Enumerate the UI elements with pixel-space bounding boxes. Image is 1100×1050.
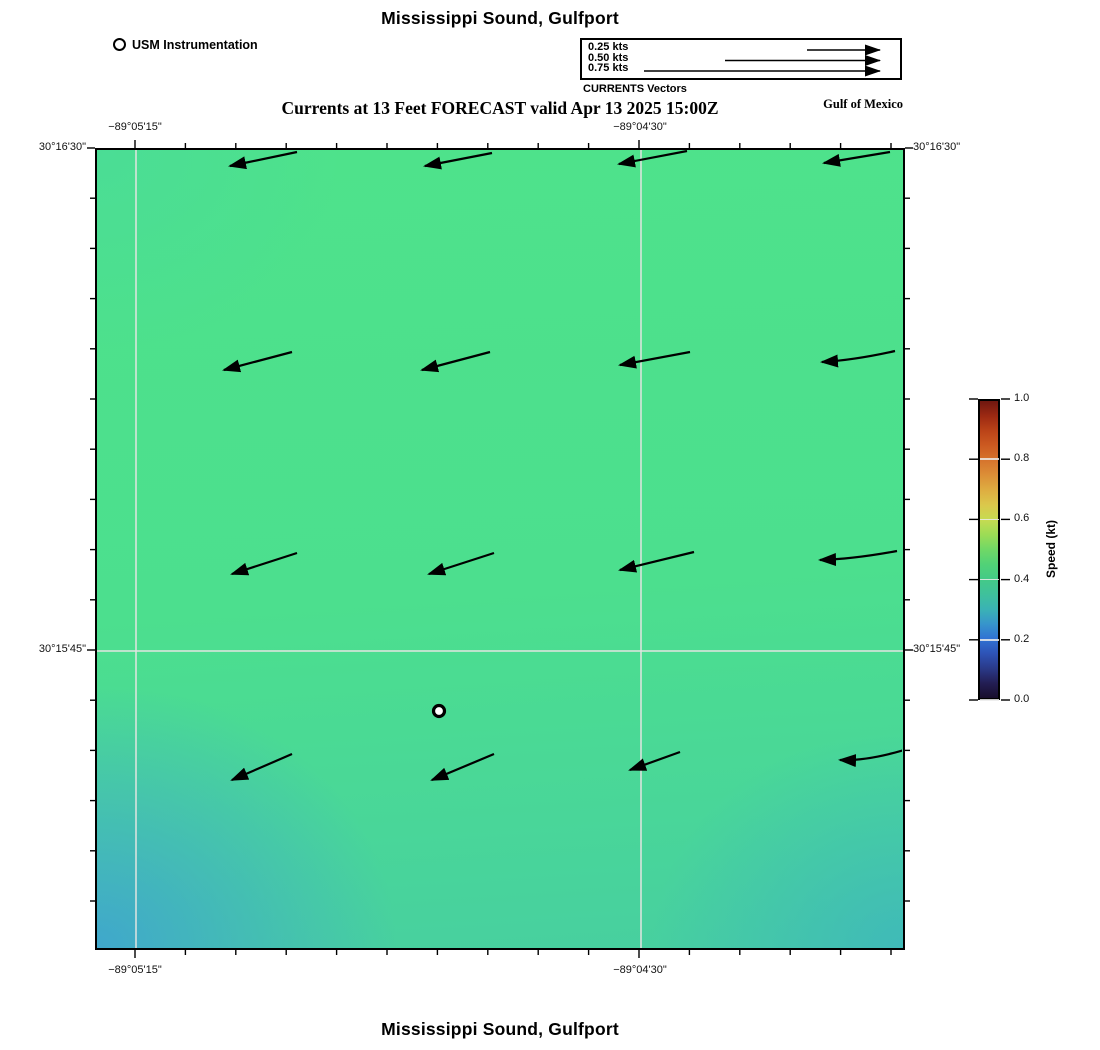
colorbar-tick-line <box>979 699 999 701</box>
current-vector <box>228 150 298 170</box>
station-legend-circle-icon <box>113 38 126 51</box>
gridline-lon-1 <box>135 150 137 948</box>
current-vector <box>820 349 896 368</box>
current-vector <box>818 549 898 567</box>
vector-scale-legend-box: 0.25 kts 0.50 kts 0.75 kts <box>580 38 902 80</box>
gridline-lat-1 <box>97 650 903 652</box>
vector-scale-label: 0.50 kts <box>588 51 629 64</box>
vector-scale-label: 0.25 kts <box>588 41 629 53</box>
current-vector <box>838 749 902 768</box>
current-vector <box>420 350 491 373</box>
colorbar-tick-line <box>979 578 999 581</box>
bottom-title: Mississippi Sound, Gulfport <box>381 1019 619 1039</box>
station-marker <box>431 703 447 719</box>
current-vector <box>222 350 293 373</box>
current-vector <box>230 551 298 576</box>
current-vector <box>230 752 293 782</box>
colorbar-tick-label: 0.8 <box>1014 452 1030 465</box>
colorbar-tick-label: 0.6 <box>1014 512 1030 525</box>
current-vector <box>822 150 891 167</box>
vector-scale-arrows <box>644 44 881 77</box>
lon-axis-label: −89°04'30" <box>613 121 667 133</box>
lat-axis-label: 30°15'45" <box>38 643 86 655</box>
colorbar-tick-label: 0.4 <box>1014 572 1030 585</box>
current-vectors-layer <box>222 150 902 782</box>
speed-colorbar <box>978 399 1000 700</box>
lon-axis-label: −89°05'15" <box>108 964 162 976</box>
colorbar-tick-line <box>979 458 999 460</box>
forecast-subtitle: Currents at 13 Feet FORECAST valid Apr 1… <box>281 98 719 118</box>
current-vector <box>427 551 495 576</box>
current-vector <box>628 750 681 772</box>
current-vector <box>423 151 493 170</box>
current-vector <box>617 150 688 168</box>
lat-axis-label: 30°16'30" <box>913 141 961 153</box>
colorbar-tick-line <box>979 518 999 521</box>
gridline-lon-2 <box>640 150 642 948</box>
current-map-panel <box>95 148 905 950</box>
lat-axis-label: 30°15'45" <box>913 643 961 655</box>
lon-axis-label: −89°05'15" <box>108 121 162 133</box>
station-legend-label: USM Instrumentation <box>132 38 258 52</box>
region-label: Gulf of Mexico <box>823 97 903 111</box>
colorbar-tick-label: 1.0 <box>1014 392 1030 404</box>
current-vector <box>618 550 695 573</box>
colorbar-tick-line <box>979 639 999 641</box>
current-vector <box>618 350 691 369</box>
lat-axis-label: 30°16'30" <box>38 141 86 153</box>
current-vector <box>430 752 495 782</box>
colorbar-axis-label: Speed (kt) <box>1044 519 1058 579</box>
vector-legend-caption: CURRENTS Vectors <box>583 83 687 95</box>
lon-axis-label: −89°04'30" <box>613 964 667 976</box>
vector-scale-label: 0.75 kts <box>588 62 629 74</box>
colorbar-tick-label: 0.2 <box>1014 632 1030 645</box>
top-title: Mississippi Sound, Gulfport <box>381 8 619 28</box>
colorbar-tick-label: 0.0 <box>1014 693 1030 705</box>
